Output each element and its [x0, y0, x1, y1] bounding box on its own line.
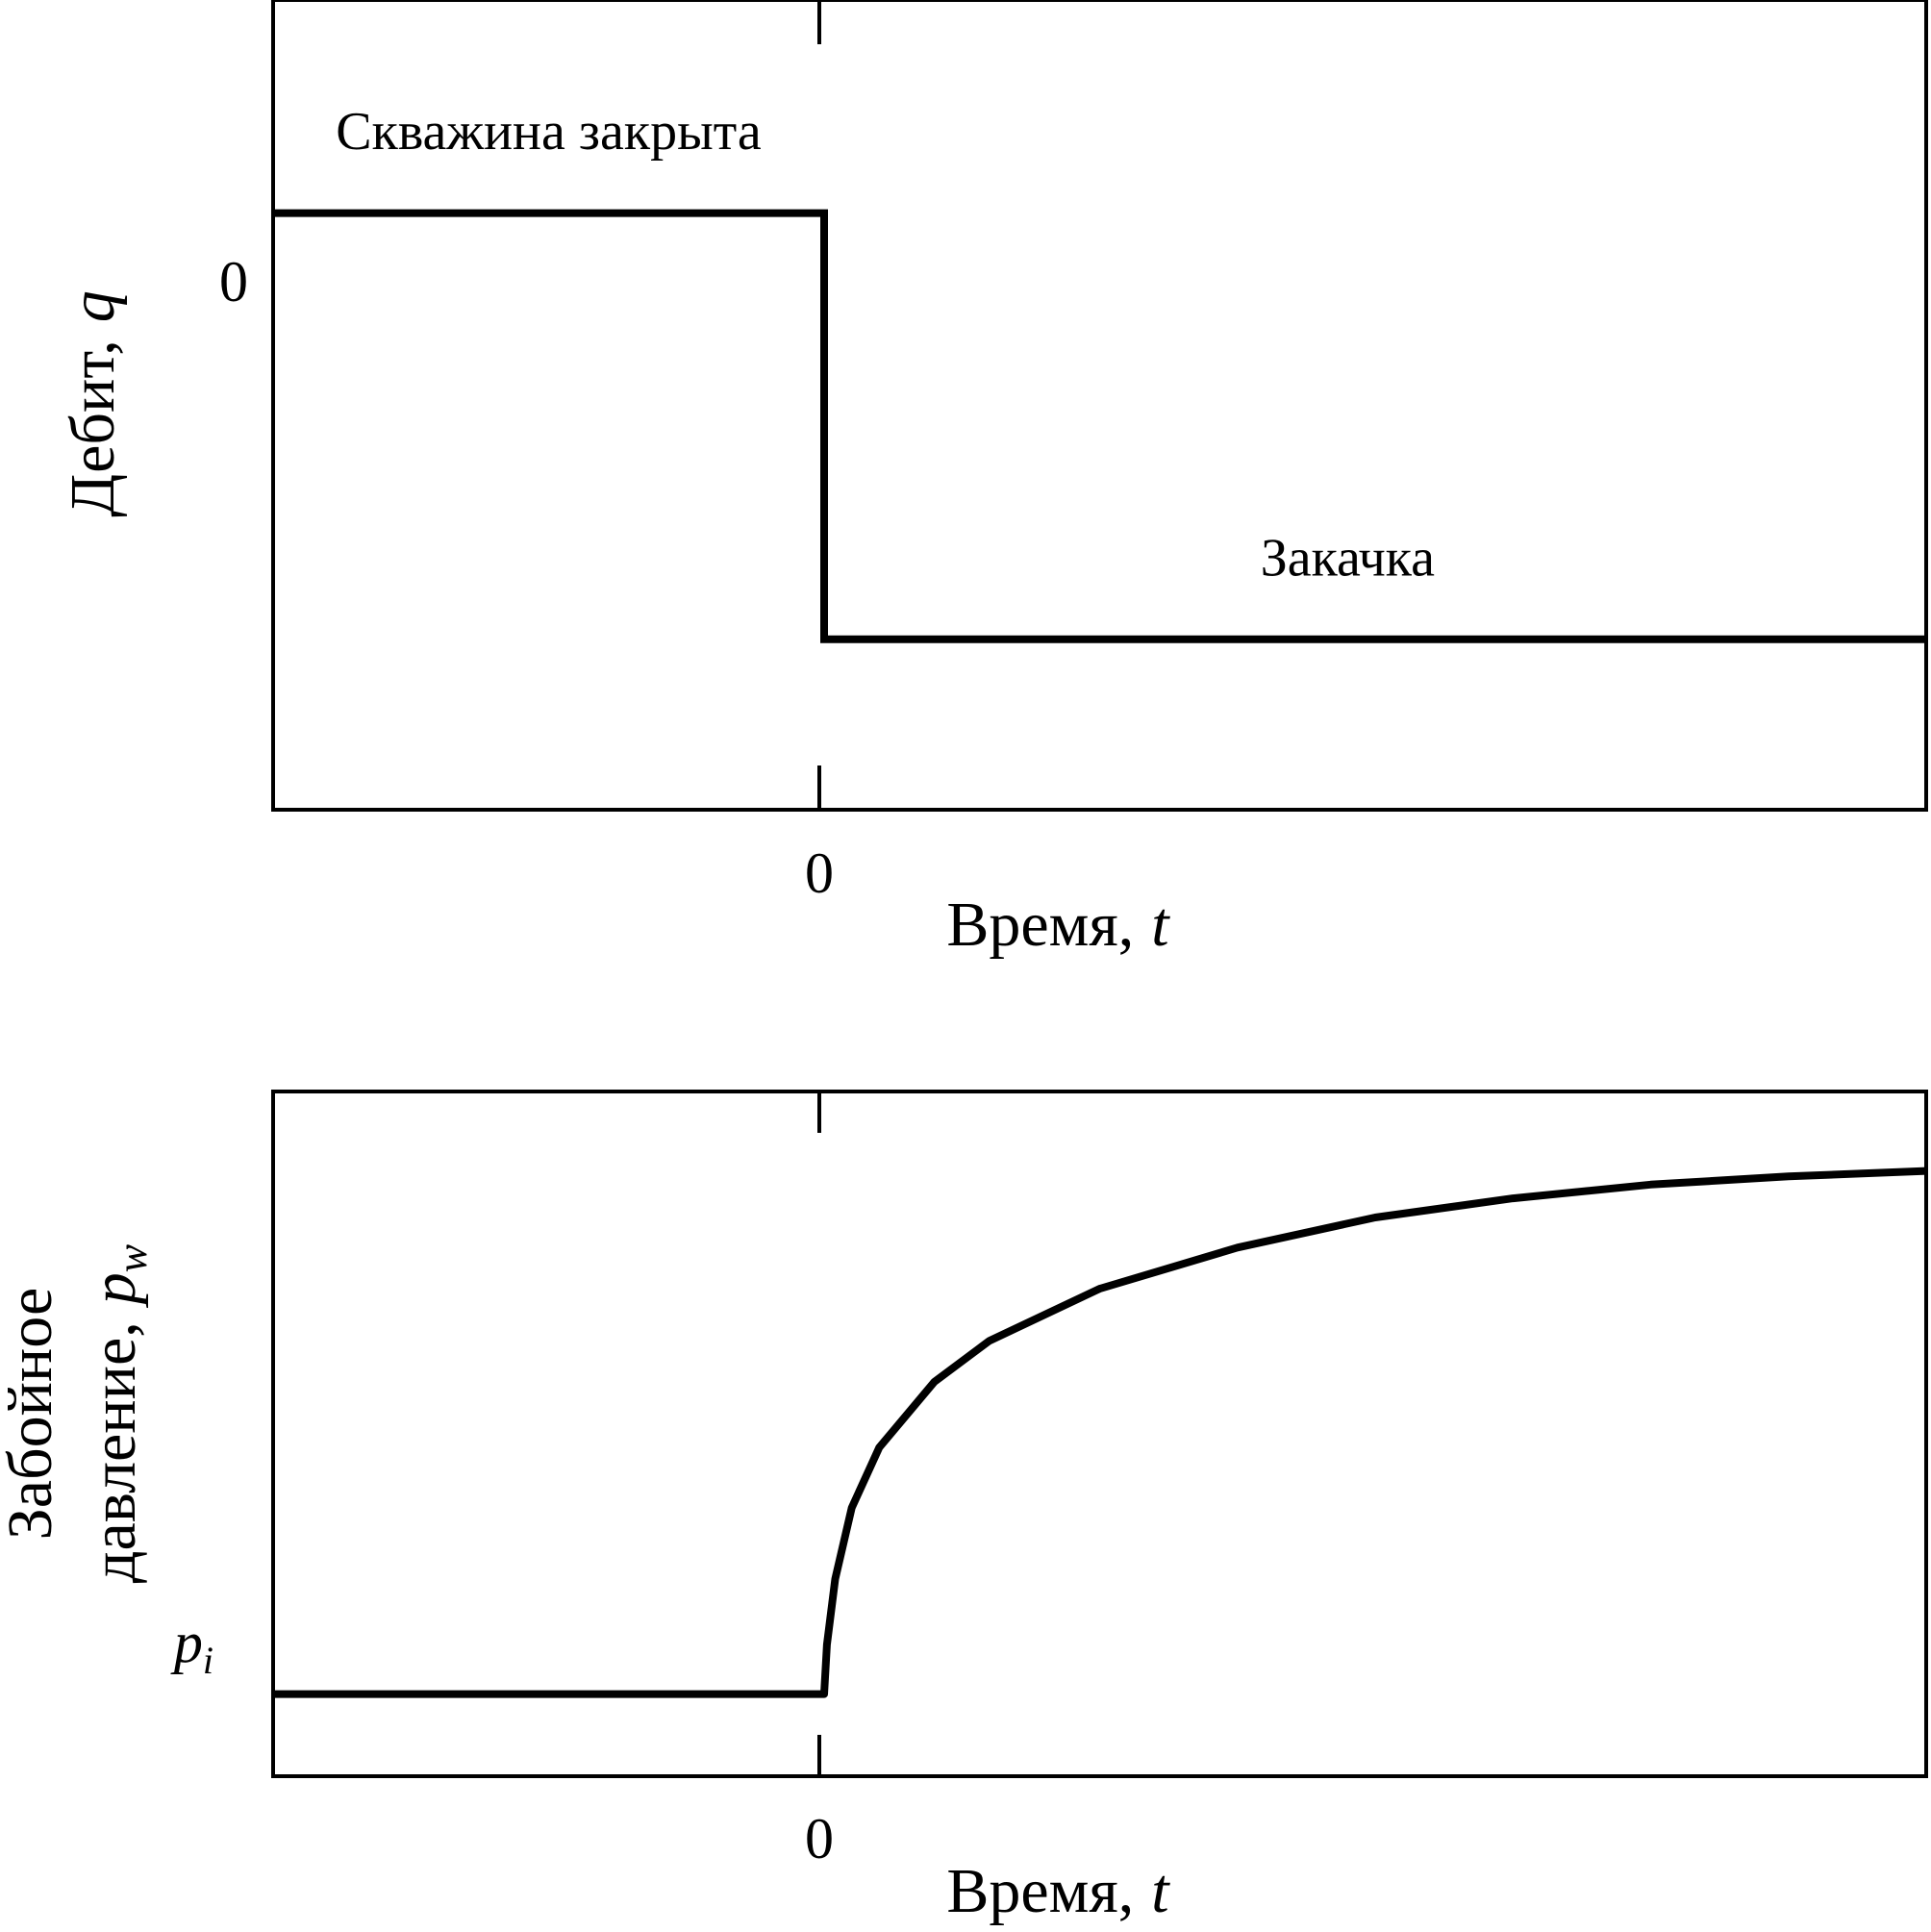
rate-y-axis-title: Дебит, q: [58, 290, 128, 516]
rate-y-axis-label: Дебит,: [58, 339, 128, 516]
pressure-y-tick-subscript: i: [203, 1639, 213, 1682]
pressure-y-axis-subscript: w: [109, 1243, 156, 1272]
rate-plot-frame: [271, 0, 1928, 812]
rate-x-axis-label: Время,: [946, 890, 1134, 960]
pressure-series-line: [273, 1167, 1927, 1698]
rate-series-line: [273, 209, 1926, 643]
pressure-x-axis-title: Время, t: [946, 1856, 1170, 1926]
pressure-x-axis-label: Время,: [946, 1856, 1134, 1926]
shut-in-annotation: Скважина закрыта: [336, 102, 762, 162]
pressure-y-axis-title-line2: давление, pw: [79, 1243, 156, 1583]
pressure-y-axis-symbol: p: [79, 1272, 149, 1308]
rate-chart: 0 0 Скважина закрыта Закачка Время, t Деб…: [58, 0, 1928, 960]
rate-x-axis-symbol: t: [1151, 890, 1170, 960]
injection-annotation: Закачка: [1261, 528, 1435, 588]
rate-y-tick-label: 0: [219, 250, 248, 314]
rate-y-axis-symbol: q: [58, 290, 128, 322]
rate-x-tick-label: 0: [805, 841, 834, 905]
rate-x-axis-title: Время, t: [946, 890, 1170, 960]
pressure-y-axis-title-line1: Забойное: [0, 1288, 65, 1541]
pressure-y-tick-symbol: p: [170, 1611, 203, 1674]
pressure-y-axis-label: давление,: [79, 1321, 149, 1583]
pressure-x-axis-symbol: t: [1151, 1856, 1170, 1926]
pressure-y-tick-label: pi: [170, 1611, 213, 1682]
pressure-chart: 0 pi Время, t Забойное давление,pw: [0, 1090, 1928, 1926]
pressure-plot-frame: [271, 1090, 1928, 1778]
pressure-x-tick-label: 0: [805, 1807, 834, 1870]
